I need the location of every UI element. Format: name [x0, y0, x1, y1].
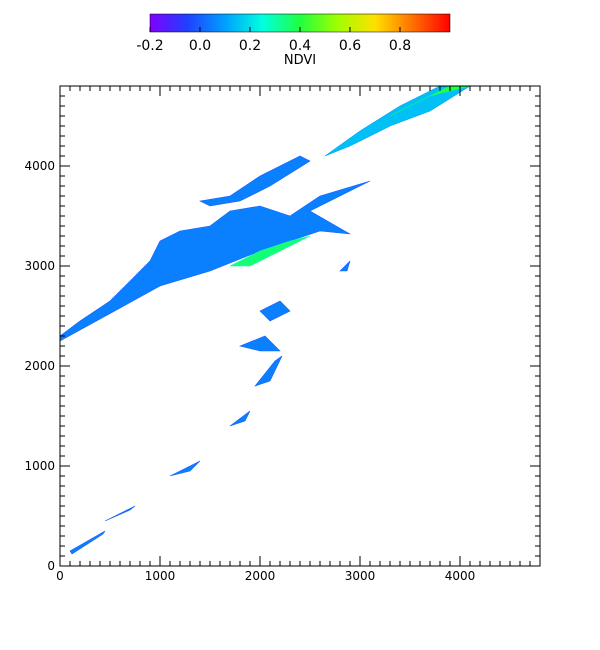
region-lower-patch-6 [104, 505, 136, 522]
y-tick-label: 4000 [24, 159, 55, 173]
region-top-right-strip [324, 86, 471, 157]
region-central-vegetation [229, 235, 311, 267]
colorbar-title: NDVI [284, 53, 316, 68]
x-tick-label: 1000 [145, 569, 176, 583]
region-bottom-streak [69, 530, 106, 555]
colorbar-ticks: -0.2 0.0 0.2 0.4 0.6 0.8 [136, 27, 411, 54]
region-lower-patch-5 [169, 460, 201, 477]
colorbar-tick-label: 0.4 [289, 38, 311, 54]
colorbar-tick-label: -0.2 [136, 38, 163, 54]
colorbar-tick-label: 0.0 [189, 38, 211, 54]
data-regions [60, 86, 471, 555]
plot-area: 0 1000 2000 3000 4000 0 1000 2000 3000 4000 [24, 85, 541, 583]
region-upper-lobe [199, 155, 311, 207]
x-tick-label: 3000 [345, 569, 376, 583]
colorbar: -0.2 0.0 0.2 0.4 0.6 0.8 NDVI [136, 13, 451, 68]
region-right-speck [339, 260, 351, 272]
colorbar-tick-label: 0.8 [389, 38, 411, 54]
y-tick-label: 1000 [24, 459, 55, 473]
region-lower-patch-2 [239, 335, 281, 352]
x-tick-label: 0 [56, 569, 64, 583]
colorbar-tick-label: 0.2 [239, 38, 261, 54]
region-lower-patch-4 [229, 410, 251, 427]
region-lower-patch-1 [259, 300, 291, 322]
colorbar-tick-label: 0.6 [339, 38, 361, 54]
x-tick-label: 4000 [445, 569, 476, 583]
region-lower-patch-3 [254, 355, 283, 387]
region-top-right-green [389, 86, 471, 117]
y-tick-label: 3000 [24, 259, 55, 273]
x-tick-label: 2000 [245, 569, 276, 583]
y-tick-label: 2000 [24, 359, 55, 373]
axis-ticks: 0 1000 2000 3000 4000 0 1000 2000 3000 4000 [24, 85, 541, 583]
y-tick-label: 0 [47, 559, 55, 573]
